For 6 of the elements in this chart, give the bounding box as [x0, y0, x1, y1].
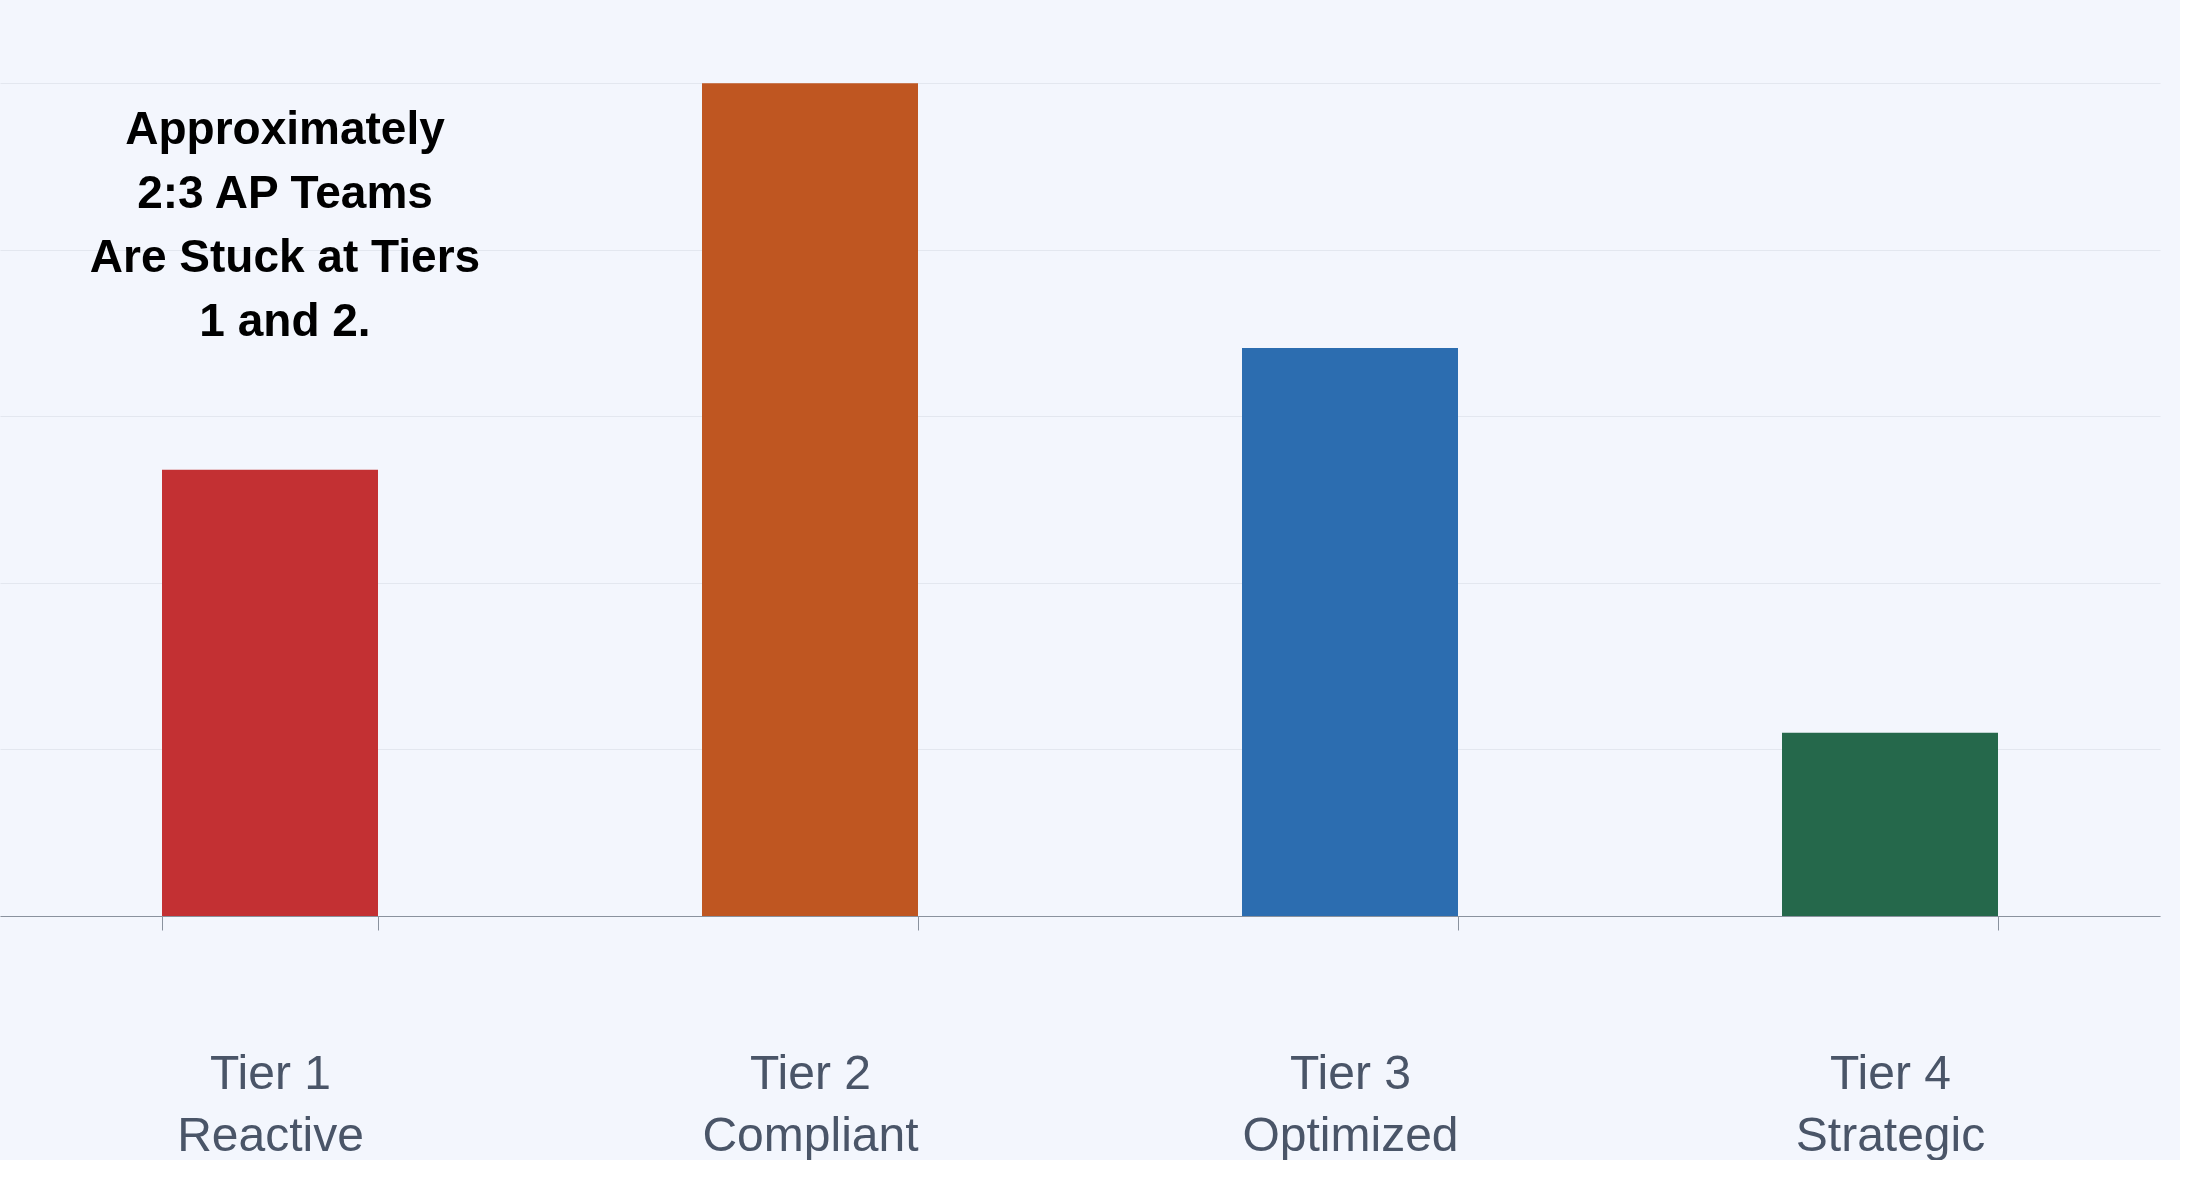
bar [1782, 732, 1998, 916]
bar [162, 469, 378, 916]
x-tick-label: Tier 1 Reactive [177, 1045, 364, 1161]
bar [702, 83, 918, 916]
bar [1242, 348, 1458, 916]
annotation: Approximately 2:3 AP Teams Are Stuck at Tiers 1 and 2. [89, 102, 481, 347]
